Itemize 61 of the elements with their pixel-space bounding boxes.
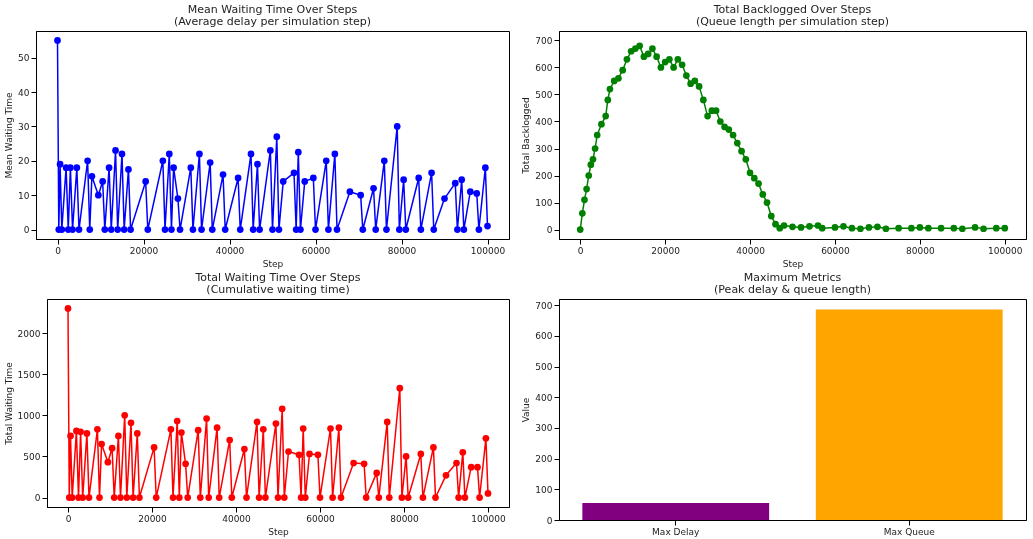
y-tick-label: 300: [535, 144, 553, 155]
x-tick-label: 60000: [301, 245, 331, 256]
chart-title: Maximum Metrics: [743, 271, 842, 284]
y-tick-label: 30: [18, 121, 30, 132]
y-tick-label: 700: [535, 35, 553, 46]
x-tick-label: 0: [55, 245, 62, 256]
x-axis-title: Step: [268, 526, 290, 537]
y-tick-label: 300: [535, 423, 553, 434]
y-tick-label: 0: [23, 225, 30, 236]
x-tick-label: 40000: [222, 513, 252, 524]
y-tick-label: 500: [23, 451, 41, 462]
y-tick-label: 600: [535, 331, 553, 342]
y-tick-label: 50: [18, 53, 30, 64]
chart-title: Total Waiting Time Over Steps: [194, 271, 361, 284]
y-tick-label: 10: [18, 190, 30, 201]
y-tick-label: 20: [18, 156, 30, 167]
x-tick-label: 100000: [471, 513, 506, 524]
y-tick-label: 1000: [17, 410, 41, 421]
y-tick-label: 400: [535, 392, 553, 403]
y-tick-label: 500: [535, 89, 553, 100]
x-tick-label: 100000: [988, 245, 1023, 256]
y-tick-label: 600: [535, 62, 553, 73]
x-tick-label: 100000: [470, 245, 506, 256]
y-tick-label: 1500: [17, 369, 41, 380]
x-tick-label: 60000: [821, 245, 851, 256]
x-tick-label: 0: [65, 513, 72, 524]
y-tick-label: 100: [535, 484, 553, 495]
y-tick-label: 400: [535, 116, 553, 127]
x-tick-label: 20000: [129, 245, 159, 256]
y-tick-label: 2000: [17, 328, 41, 339]
x-tick-label: 80000: [387, 245, 417, 256]
x-tick-label: 20000: [138, 513, 168, 524]
y-axis-title: Mean Waiting Time: [4, 92, 15, 179]
x-tick-label: 60000: [306, 513, 336, 524]
x-tick-label: Max Delay: [652, 526, 701, 537]
x-tick-label: Max Queue: [883, 526, 936, 537]
y-tick-label: 500: [535, 362, 553, 373]
x-axis-title: Step: [262, 258, 284, 269]
y-axis-title: Value: [521, 397, 532, 423]
y-tick-label: 100: [535, 198, 553, 209]
chart-subtitle: (Cumulative waiting time): [206, 283, 350, 296]
y-tick-label: 40: [18, 87, 30, 98]
chart-subtitle: (Queue length per simulation step): [695, 15, 890, 28]
x-axis-title: Step: [782, 258, 804, 269]
x-tick-label: 40000: [736, 245, 766, 256]
x-tick-label: 80000: [906, 245, 935, 256]
y-tick-label: 0: [546, 225, 553, 236]
y-tick-label: 200: [535, 454, 553, 465]
chart-title: Total Backlogged Over Steps: [712, 3, 872, 16]
x-tick-label: 40000: [215, 245, 245, 256]
x-tick-label: 0: [577, 245, 584, 256]
y-tick-label: 200: [535, 171, 553, 182]
x-tick-label: 20000: [651, 245, 681, 256]
y-tick-label: 700: [535, 300, 553, 311]
chart-subtitle: (Average delay per simulation step): [173, 15, 372, 28]
chart-title: Mean Waiting Time Over Steps: [187, 3, 358, 16]
y-axis-title: Total Backlogged: [521, 97, 532, 175]
y-tick-label: 0: [34, 493, 41, 504]
y-axis-title: Total Waiting Time: [3, 361, 14, 446]
chart-subtitle: (Peak delay & queue length): [714, 283, 871, 296]
x-tick-label: 80000: [390, 513, 420, 524]
